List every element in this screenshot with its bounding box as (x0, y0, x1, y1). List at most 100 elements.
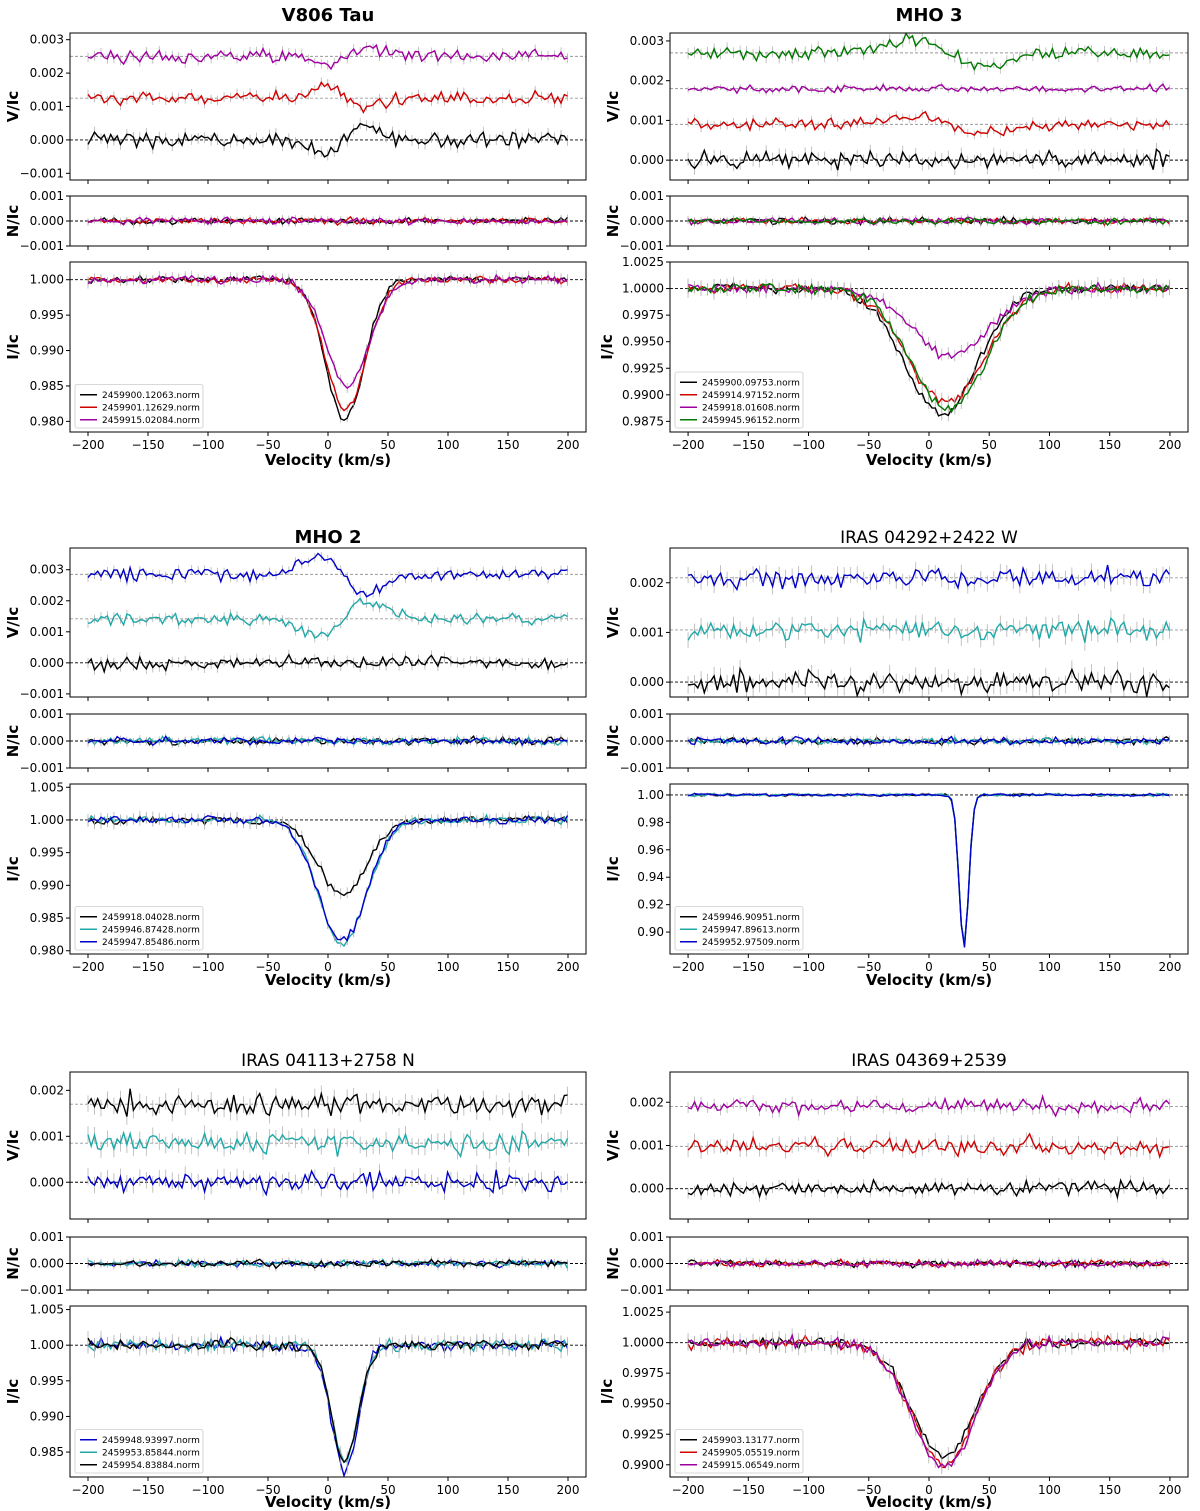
series-line-3 (687, 216, 1170, 226)
y-tick-label: 0.98 (637, 815, 664, 829)
y-tick-label: 0.000 (30, 133, 64, 147)
x-axis-label: Velocity (km/s) (866, 451, 992, 469)
series-group (687, 276, 1170, 422)
series-line-1 (87, 80, 568, 114)
series-line-2 (687, 1258, 1170, 1270)
x-tick-label: 100 (1038, 438, 1061, 452)
series-group (687, 33, 1170, 177)
x-tick-label: −50 (856, 438, 881, 452)
y-tick-label: 0.000 (30, 656, 64, 670)
x-tick-label: 0 (324, 438, 332, 452)
x-tick-label: 150 (1098, 438, 1121, 452)
x-tick-label: 150 (1098, 1483, 1121, 1497)
x-tick-label: 200 (557, 960, 580, 974)
chart-0: V806 Tau−0.0010.0000.0010.0020.003V/Ic−0… (4, 5, 587, 469)
y-tick-label: 0.000 (630, 675, 664, 689)
y-tick-label: 0.002 (30, 594, 64, 608)
y-tick-label: −0.001 (20, 761, 64, 775)
y-axis-label: N/Ic (604, 1247, 622, 1280)
x-tick-label: −50 (255, 960, 280, 974)
x-tick-label: −50 (856, 1483, 881, 1497)
panel-n: −0.001 0.000 0.001 N/Ic (4, 189, 587, 253)
x-tick-label: −100 (192, 438, 225, 452)
y-tick-label: 0.002 (30, 66, 64, 80)
y-tick-label: 1.00 (637, 788, 664, 802)
y-tick-label: 1.000 (30, 1338, 64, 1352)
series-group (87, 270, 569, 423)
series-line-2 (687, 83, 1170, 95)
series-line-2 (687, 792, 1170, 948)
legend-entry: 2459900.09753.norm (702, 378, 800, 388)
panel-i: 0.985 0.990 0.995 1.000 1.005 I/Ic −200 −150 −10… (4, 1303, 587, 1497)
y-tick-label: 0.9925 (622, 361, 664, 375)
y-tick-label: 0.96 (637, 843, 664, 857)
y-axis-label: V/Ic (4, 91, 22, 123)
series-line-0 (87, 653, 568, 675)
y-tick-label: 1.0025 (622, 1305, 664, 1319)
legend-entry: 2459901.12629.norm (102, 403, 200, 413)
y-tick-label: 0.002 (630, 576, 664, 590)
y-tick-label: 0.995 (30, 308, 64, 322)
series-group (87, 1256, 569, 1272)
legend: 2459918.04028.norm 2459946.87428.norm 2459… (74, 906, 204, 951)
x-tick-label: 0 (925, 960, 933, 974)
x-tick-label: 150 (497, 1483, 520, 1497)
legend-entry: 2459918.04028.norm (102, 913, 200, 923)
y-tick-label: 0.000 (30, 1175, 64, 1189)
chart-title: IRAS 04369+2539 (851, 1051, 1007, 1071)
x-tick-label: 0 (925, 438, 933, 452)
x-tick-label: 50 (982, 1483, 997, 1497)
chart-title: MHO 3 (895, 5, 962, 26)
series-line-0 (87, 1169, 568, 1197)
error-bars (687, 1257, 1170, 1272)
y-tick-label: −0.001 (20, 166, 64, 180)
x-axis-label: Velocity (km/s) (866, 1493, 992, 1511)
chart-3: IRAS 04292+2422 W 0.000 0.001 0.002 V/Ic −0.0… (604, 528, 1189, 989)
y-tick-label: 0.990 (30, 1409, 64, 1423)
x-tick-label: −150 (132, 1483, 165, 1497)
y-tick-label: 0.001 (30, 625, 64, 639)
y-tick-label: 1.0025 (622, 255, 664, 269)
y-tick-label: 0.990 (30, 878, 64, 892)
series-line-0 (688, 666, 1170, 697)
legend-entry: 2459952.97509.norm (702, 938, 800, 948)
y-tick-label: 0.000 (630, 1182, 664, 1196)
legend-entry: 2459905.05519.norm (702, 1448, 800, 1458)
legend-entry: 2459948.93997.norm (102, 1436, 200, 1446)
series-line-1 (87, 597, 568, 639)
x-tick-label: −150 (132, 960, 165, 974)
series-group (87, 1330, 569, 1477)
y-axis-label: I/Ic (4, 1379, 22, 1405)
y-tick-label: 1.000 (30, 273, 64, 287)
series-group (687, 213, 1170, 228)
y-tick-label: 0.000 (630, 734, 664, 748)
y-tick-label: −0.001 (20, 687, 64, 701)
y-tick-label: 0.90 (637, 925, 664, 939)
y-tick-label: 0.001 (630, 113, 664, 127)
series-group (687, 1257, 1170, 1272)
series-group (687, 734, 1170, 749)
x-tick-label: 200 (557, 438, 580, 452)
y-tick-label: 0.9950 (622, 335, 664, 349)
series-group (687, 1093, 1170, 1203)
x-tick-label: −150 (732, 960, 765, 974)
y-tick-label: 0.92 (637, 898, 664, 912)
y-tick-label: 0.9875 (622, 414, 664, 428)
series-group (687, 791, 1170, 948)
legend-entry: 2459954.83884.norm (102, 1461, 200, 1471)
y-tick-label: 0.94 (637, 870, 664, 884)
y-tick-label: 0.000 (630, 153, 664, 167)
y-tick-label: 0.002 (30, 1083, 64, 1097)
x-tick-label: −200 (72, 1483, 105, 1497)
legend-entry: 2459953.85844.norm (102, 1448, 200, 1458)
y-tick-label: 0.001 (30, 100, 64, 114)
legend-entry: 2459900.12063.norm (102, 391, 200, 401)
y-axis-label: I/Ic (598, 1379, 616, 1405)
series-line-2 (87, 735, 568, 747)
y-axis-label: N/Ic (4, 205, 22, 238)
y-tick-label: 0.001 (630, 189, 664, 203)
y-tick-label: 0.003 (630, 34, 664, 48)
x-tick-label: −50 (856, 960, 881, 974)
y-axis-label: I/Ic (4, 856, 22, 882)
panel-i: 0.980 0.985 0.990 0.995 1.000 I/Ic −200 −150 −10… (4, 261, 587, 452)
